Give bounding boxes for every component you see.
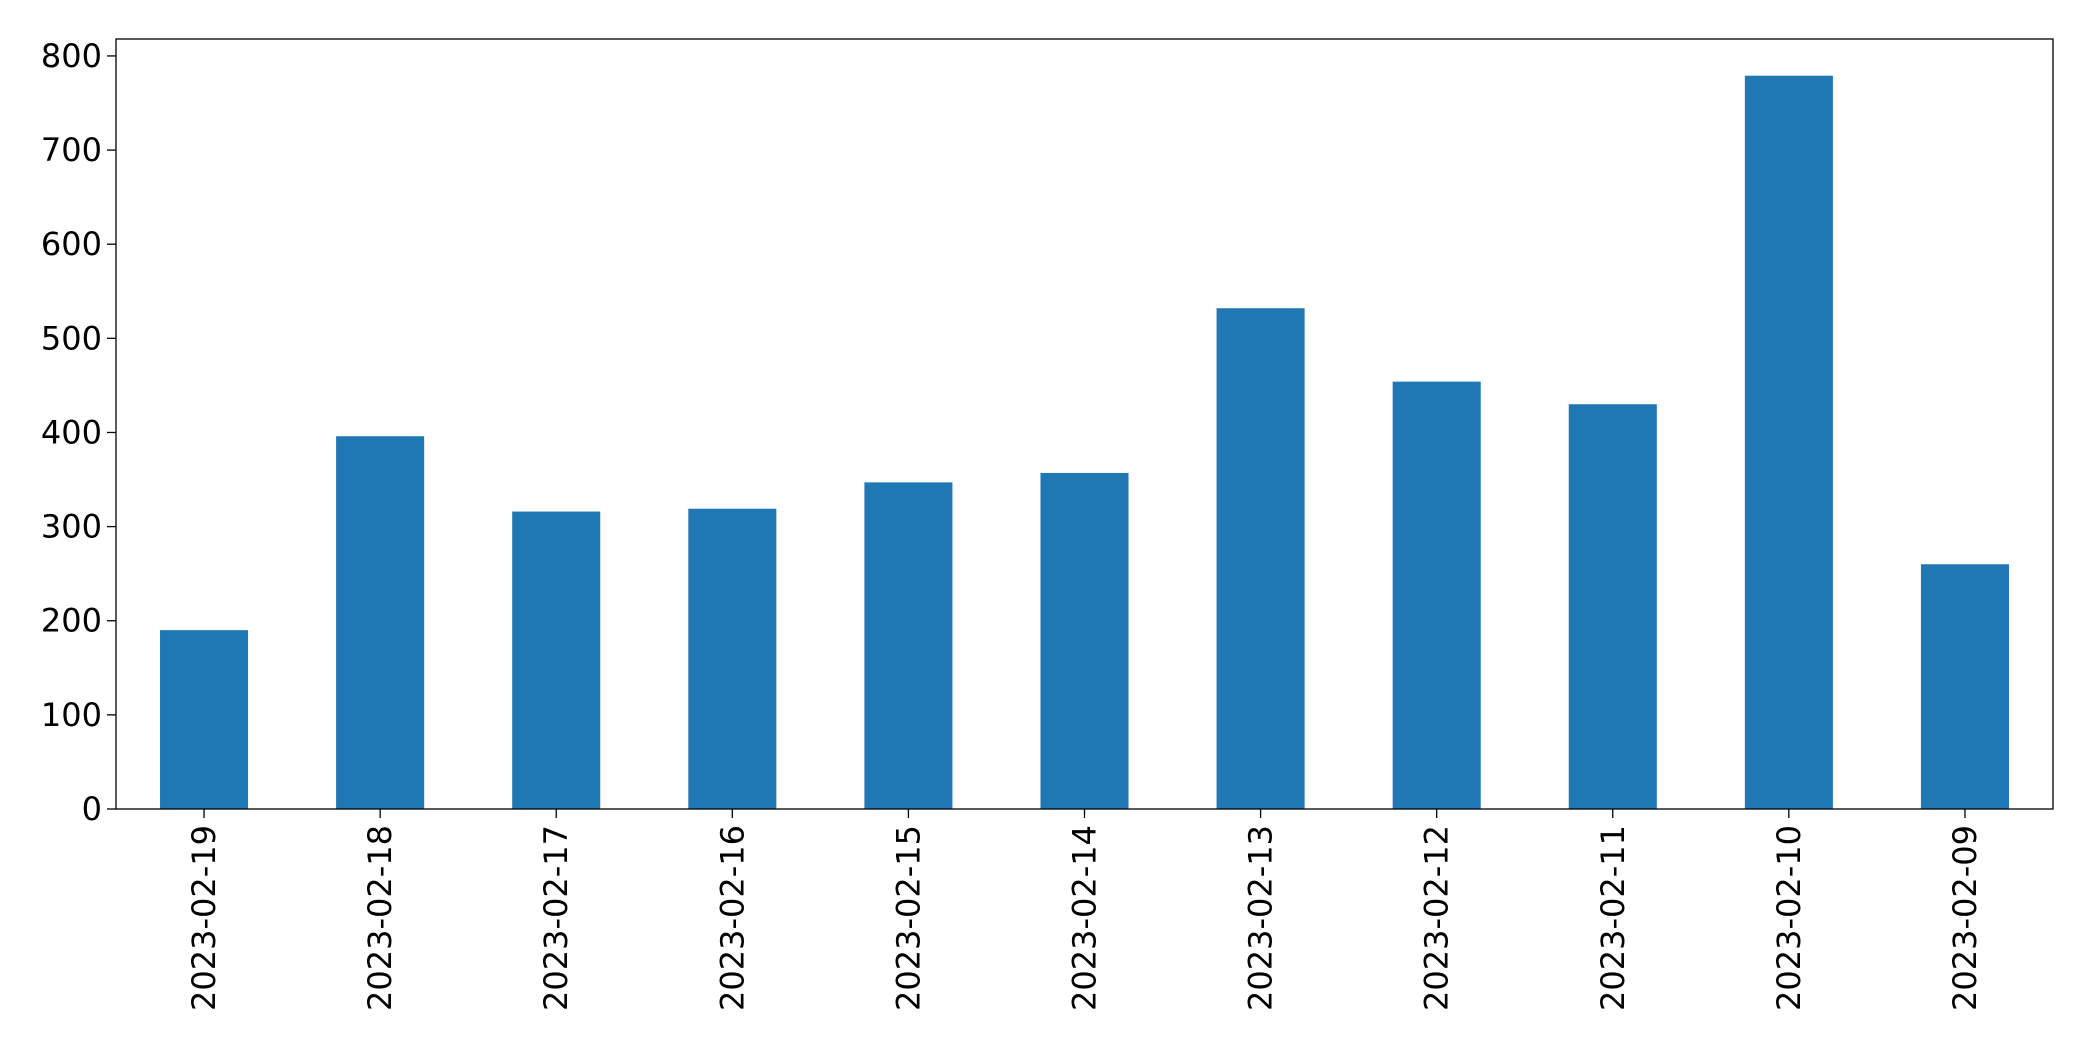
- x-tick-label: 2023-02-17: [537, 825, 575, 1011]
- bar: [512, 511, 601, 809]
- y-tick-label: 300: [41, 508, 102, 546]
- bar: [1568, 404, 1657, 809]
- bar: [1216, 308, 1305, 809]
- axes-frame: [115, 38, 2054, 810]
- y-tick-label: 800: [41, 37, 102, 75]
- bar: [160, 630, 249, 809]
- bar: [336, 436, 425, 809]
- bar: [1920, 564, 2009, 809]
- x-tick-label: 2023-02-15: [889, 825, 927, 1011]
- y-tick-label: 200: [41, 602, 102, 640]
- x-tick-label: 2023-02-12: [1418, 825, 1456, 1011]
- bar: [1392, 381, 1481, 809]
- x-tick-label: 2023-02-14: [1066, 825, 1104, 1011]
- y-tick-label: 600: [41, 225, 102, 263]
- bar: [1744, 75, 1833, 810]
- y-tick-label: 100: [41, 696, 102, 734]
- x-tick-label: 2023-02-09: [1946, 825, 1984, 1011]
- x-tick-label: 2023-02-18: [361, 825, 399, 1011]
- x-tick-label: 2023-02-19: [185, 825, 223, 1011]
- x-tick-label: 2023-02-11: [1594, 825, 1632, 1011]
- bar: [864, 482, 953, 809]
- bar: [688, 508, 777, 809]
- y-tick-label: 500: [41, 319, 102, 357]
- x-tick-label: 2023-02-16: [713, 825, 751, 1011]
- y-tick-label: 400: [41, 413, 102, 451]
- x-tick-label: 2023-02-13: [1242, 825, 1280, 1011]
- y-tick-label: 0: [82, 790, 102, 828]
- x-tick-label: 2023-02-10: [1770, 825, 1808, 1011]
- bar: [1040, 472, 1129, 809]
- y-tick-label: 700: [41, 131, 102, 169]
